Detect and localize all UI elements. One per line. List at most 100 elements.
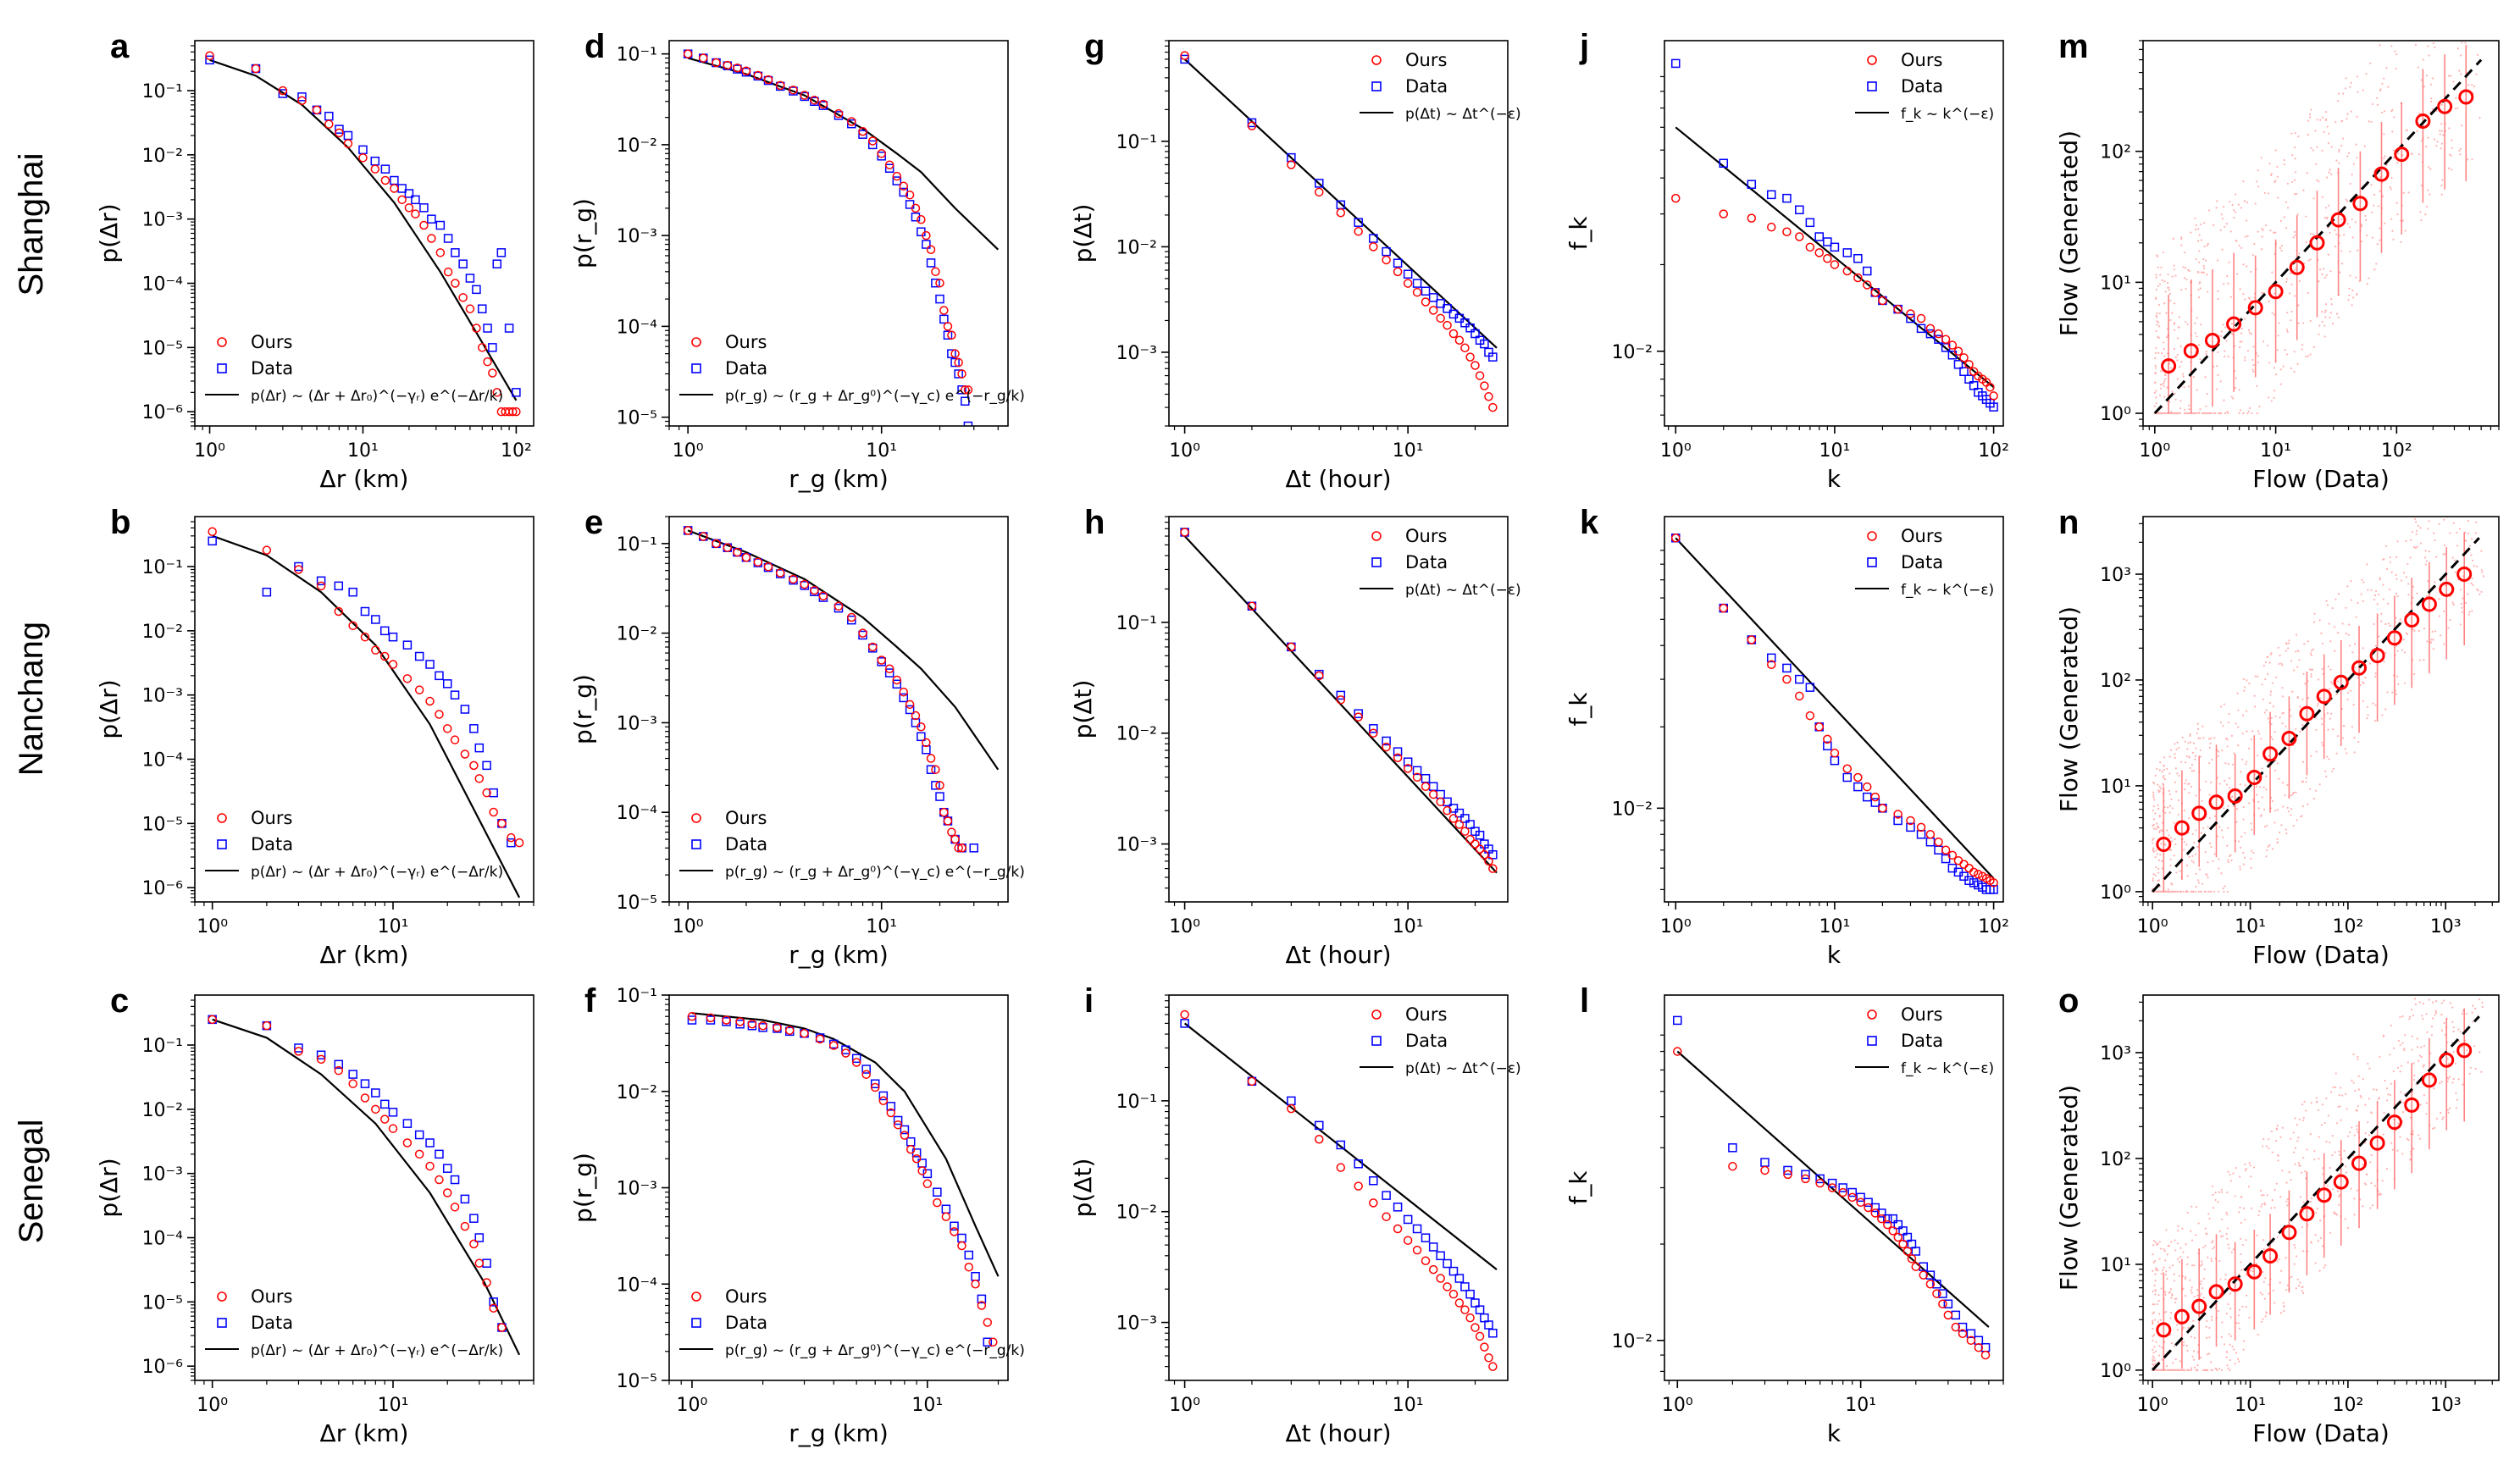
ours-point bbox=[380, 175, 390, 185]
flow-point bbox=[2206, 1319, 2208, 1322]
legend-ours-marker bbox=[1867, 531, 1877, 541]
flow-point bbox=[2307, 697, 2310, 700]
flow-point bbox=[2339, 1105, 2341, 1108]
flow-point bbox=[2353, 1197, 2356, 1200]
ours-point bbox=[1460, 827, 1470, 836]
flow-point bbox=[2329, 1091, 2333, 1093]
ours-point bbox=[1480, 381, 1489, 390]
ours-point bbox=[1893, 810, 1902, 819]
flow-point bbox=[2440, 103, 2443, 106]
generated-mean-point bbox=[2351, 1155, 2368, 1171]
flow-point bbox=[2324, 207, 2328, 209]
flow-point bbox=[2184, 1295, 2187, 1297]
flow-point bbox=[2395, 556, 2398, 559]
ours-point bbox=[1393, 753, 1403, 763]
y-tick-label: 10⁻¹ bbox=[1116, 613, 1157, 634]
ours-point bbox=[1877, 1214, 1886, 1224]
flow-point bbox=[2434, 33, 2435, 35]
flow-point bbox=[2261, 1293, 2263, 1296]
data-point bbox=[1369, 724, 1378, 733]
flow-point bbox=[2328, 688, 2331, 690]
generated-mean-point bbox=[2262, 746, 2279, 762]
y-tick-label: 10⁻¹ bbox=[617, 534, 657, 556]
flow-point bbox=[2233, 752, 2235, 755]
flow-point bbox=[2241, 1243, 2244, 1247]
flow-point bbox=[2153, 1303, 2156, 1306]
flow-point bbox=[2234, 1363, 2236, 1365]
flow-point bbox=[2177, 1225, 2179, 1228]
flow-point bbox=[2382, 1133, 2384, 1136]
flow-point bbox=[2270, 716, 2273, 720]
flow-point bbox=[2468, 1072, 2471, 1075]
flow-point bbox=[2242, 263, 2245, 266]
flow-point bbox=[2245, 1305, 2247, 1308]
flow-point bbox=[2392, 149, 2395, 152]
x-axis-title: r_g (km) bbox=[789, 465, 889, 493]
ours-point bbox=[469, 1239, 479, 1249]
flow-point bbox=[2476, 588, 2478, 591]
ours-point bbox=[943, 816, 953, 826]
flow-point bbox=[2281, 695, 2285, 698]
legend-ours-marker bbox=[691, 813, 701, 823]
data-point bbox=[316, 1050, 326, 1060]
legend-label-fit: p(Δt) ~ Δt^(−ε) bbox=[1405, 106, 1521, 123]
data-point bbox=[474, 1233, 485, 1242]
ours-point bbox=[1247, 601, 1257, 611]
ours-point bbox=[1898, 1239, 1908, 1249]
flow-point bbox=[2288, 1170, 2290, 1174]
y-tick-label: 10² bbox=[2100, 1149, 2131, 1170]
flow-point bbox=[2357, 1058, 2359, 1060]
flow-point bbox=[2169, 837, 2173, 839]
flow-point bbox=[2439, 1082, 2441, 1085]
ours-point bbox=[926, 245, 936, 254]
flow-point bbox=[2236, 692, 2239, 694]
flow-point bbox=[2177, 747, 2180, 749]
fit-line bbox=[1675, 126, 1995, 389]
flow-point bbox=[2298, 659, 2301, 661]
y-axis: 10⁻⁵10⁻⁴10⁻³10⁻²10⁻¹ bbox=[617, 45, 669, 429]
flow-point bbox=[2427, 528, 2429, 530]
flow-point bbox=[2481, 571, 2484, 574]
flow-point bbox=[2231, 203, 2234, 207]
data-point bbox=[926, 258, 936, 268]
flow-point bbox=[2240, 1237, 2242, 1240]
flow-point bbox=[2262, 340, 2265, 343]
ours-point bbox=[402, 1138, 413, 1148]
ours-point bbox=[1980, 1350, 1991, 1360]
flow-point bbox=[2168, 805, 2172, 807]
flow-point bbox=[2257, 800, 2260, 803]
flow-point bbox=[2262, 1318, 2264, 1320]
y-tick-label: 10⁻¹ bbox=[142, 557, 183, 578]
flow-point bbox=[2325, 1097, 2328, 1100]
data-point bbox=[1747, 180, 1757, 189]
generated-mean-point bbox=[2156, 1322, 2172, 1338]
legend-data-marker bbox=[217, 839, 227, 849]
ours-point bbox=[1460, 343, 1470, 353]
ours-point bbox=[789, 86, 798, 95]
flow-point bbox=[2397, 1122, 2400, 1125]
generated-mean-point bbox=[2161, 358, 2177, 374]
flow-point bbox=[2332, 1086, 2334, 1088]
data-point bbox=[1428, 1242, 1438, 1252]
flow-point bbox=[2412, 545, 2416, 549]
fit-line bbox=[209, 58, 518, 401]
flow-point bbox=[2211, 758, 2213, 761]
y-tick-label: 10⁻² bbox=[1116, 724, 1157, 745]
y-axis: 10⁻² bbox=[1612, 1034, 1664, 1373]
x-tick-label: 10¹ bbox=[1819, 440, 1851, 462]
flow-point bbox=[2454, 107, 2456, 110]
flow-point bbox=[2195, 1234, 2197, 1236]
flow-point bbox=[2192, 1358, 2196, 1361]
flow-point bbox=[2204, 1245, 2207, 1247]
flow-point bbox=[2285, 201, 2287, 203]
panel-letter-c: c bbox=[110, 982, 129, 1020]
flow-point bbox=[2192, 890, 2195, 893]
ours-point bbox=[312, 105, 322, 115]
flow-point bbox=[2354, 221, 2357, 224]
flow-point bbox=[2250, 333, 2252, 335]
x-tick-label: 10² bbox=[501, 440, 532, 462]
y-axis-title: p(Δr) bbox=[95, 679, 123, 738]
flow-point bbox=[2440, 1081, 2443, 1083]
data-point bbox=[1393, 258, 1403, 268]
flow-point bbox=[2165, 1229, 2168, 1231]
